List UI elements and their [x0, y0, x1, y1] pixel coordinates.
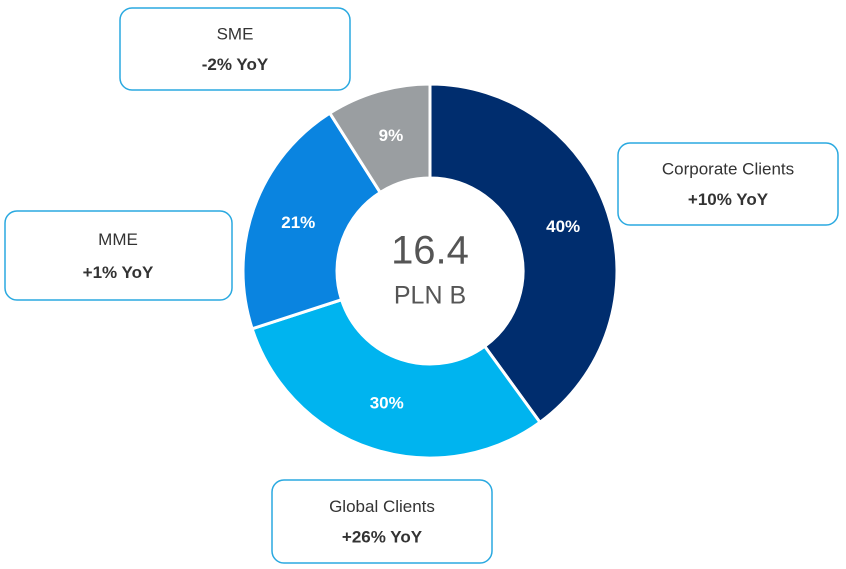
callout-yoy: -2% YoY — [202, 55, 269, 74]
callout-box — [271, 479, 493, 564]
donut-segment — [241, 111, 383, 331]
callout-yoy: +10% YoY — [688, 190, 769, 209]
callout-box — [617, 142, 839, 226]
callout-box — [119, 7, 351, 91]
data-label: 40% — [546, 217, 580, 236]
callout-yoy: +26% YoY — [342, 528, 423, 547]
callout-yoy: +1% YoY — [83, 263, 154, 282]
callout-name: Corporate Clients — [662, 160, 794, 179]
data-label: 21% — [281, 213, 315, 232]
callout-name: Global Clients — [329, 497, 435, 516]
callout-name: SME — [217, 25, 254, 44]
donut-segment — [327, 82, 432, 195]
data-label: 9% — [379, 126, 404, 145]
donut-segment — [428, 82, 619, 425]
callout-box — [4, 210, 233, 301]
donut-segment — [250, 297, 543, 460]
center-value: 16.4 — [391, 229, 469, 273]
data-label: 30% — [370, 394, 404, 413]
callout-name: MME — [98, 230, 138, 249]
center-unit: PLN B — [394, 282, 466, 310]
